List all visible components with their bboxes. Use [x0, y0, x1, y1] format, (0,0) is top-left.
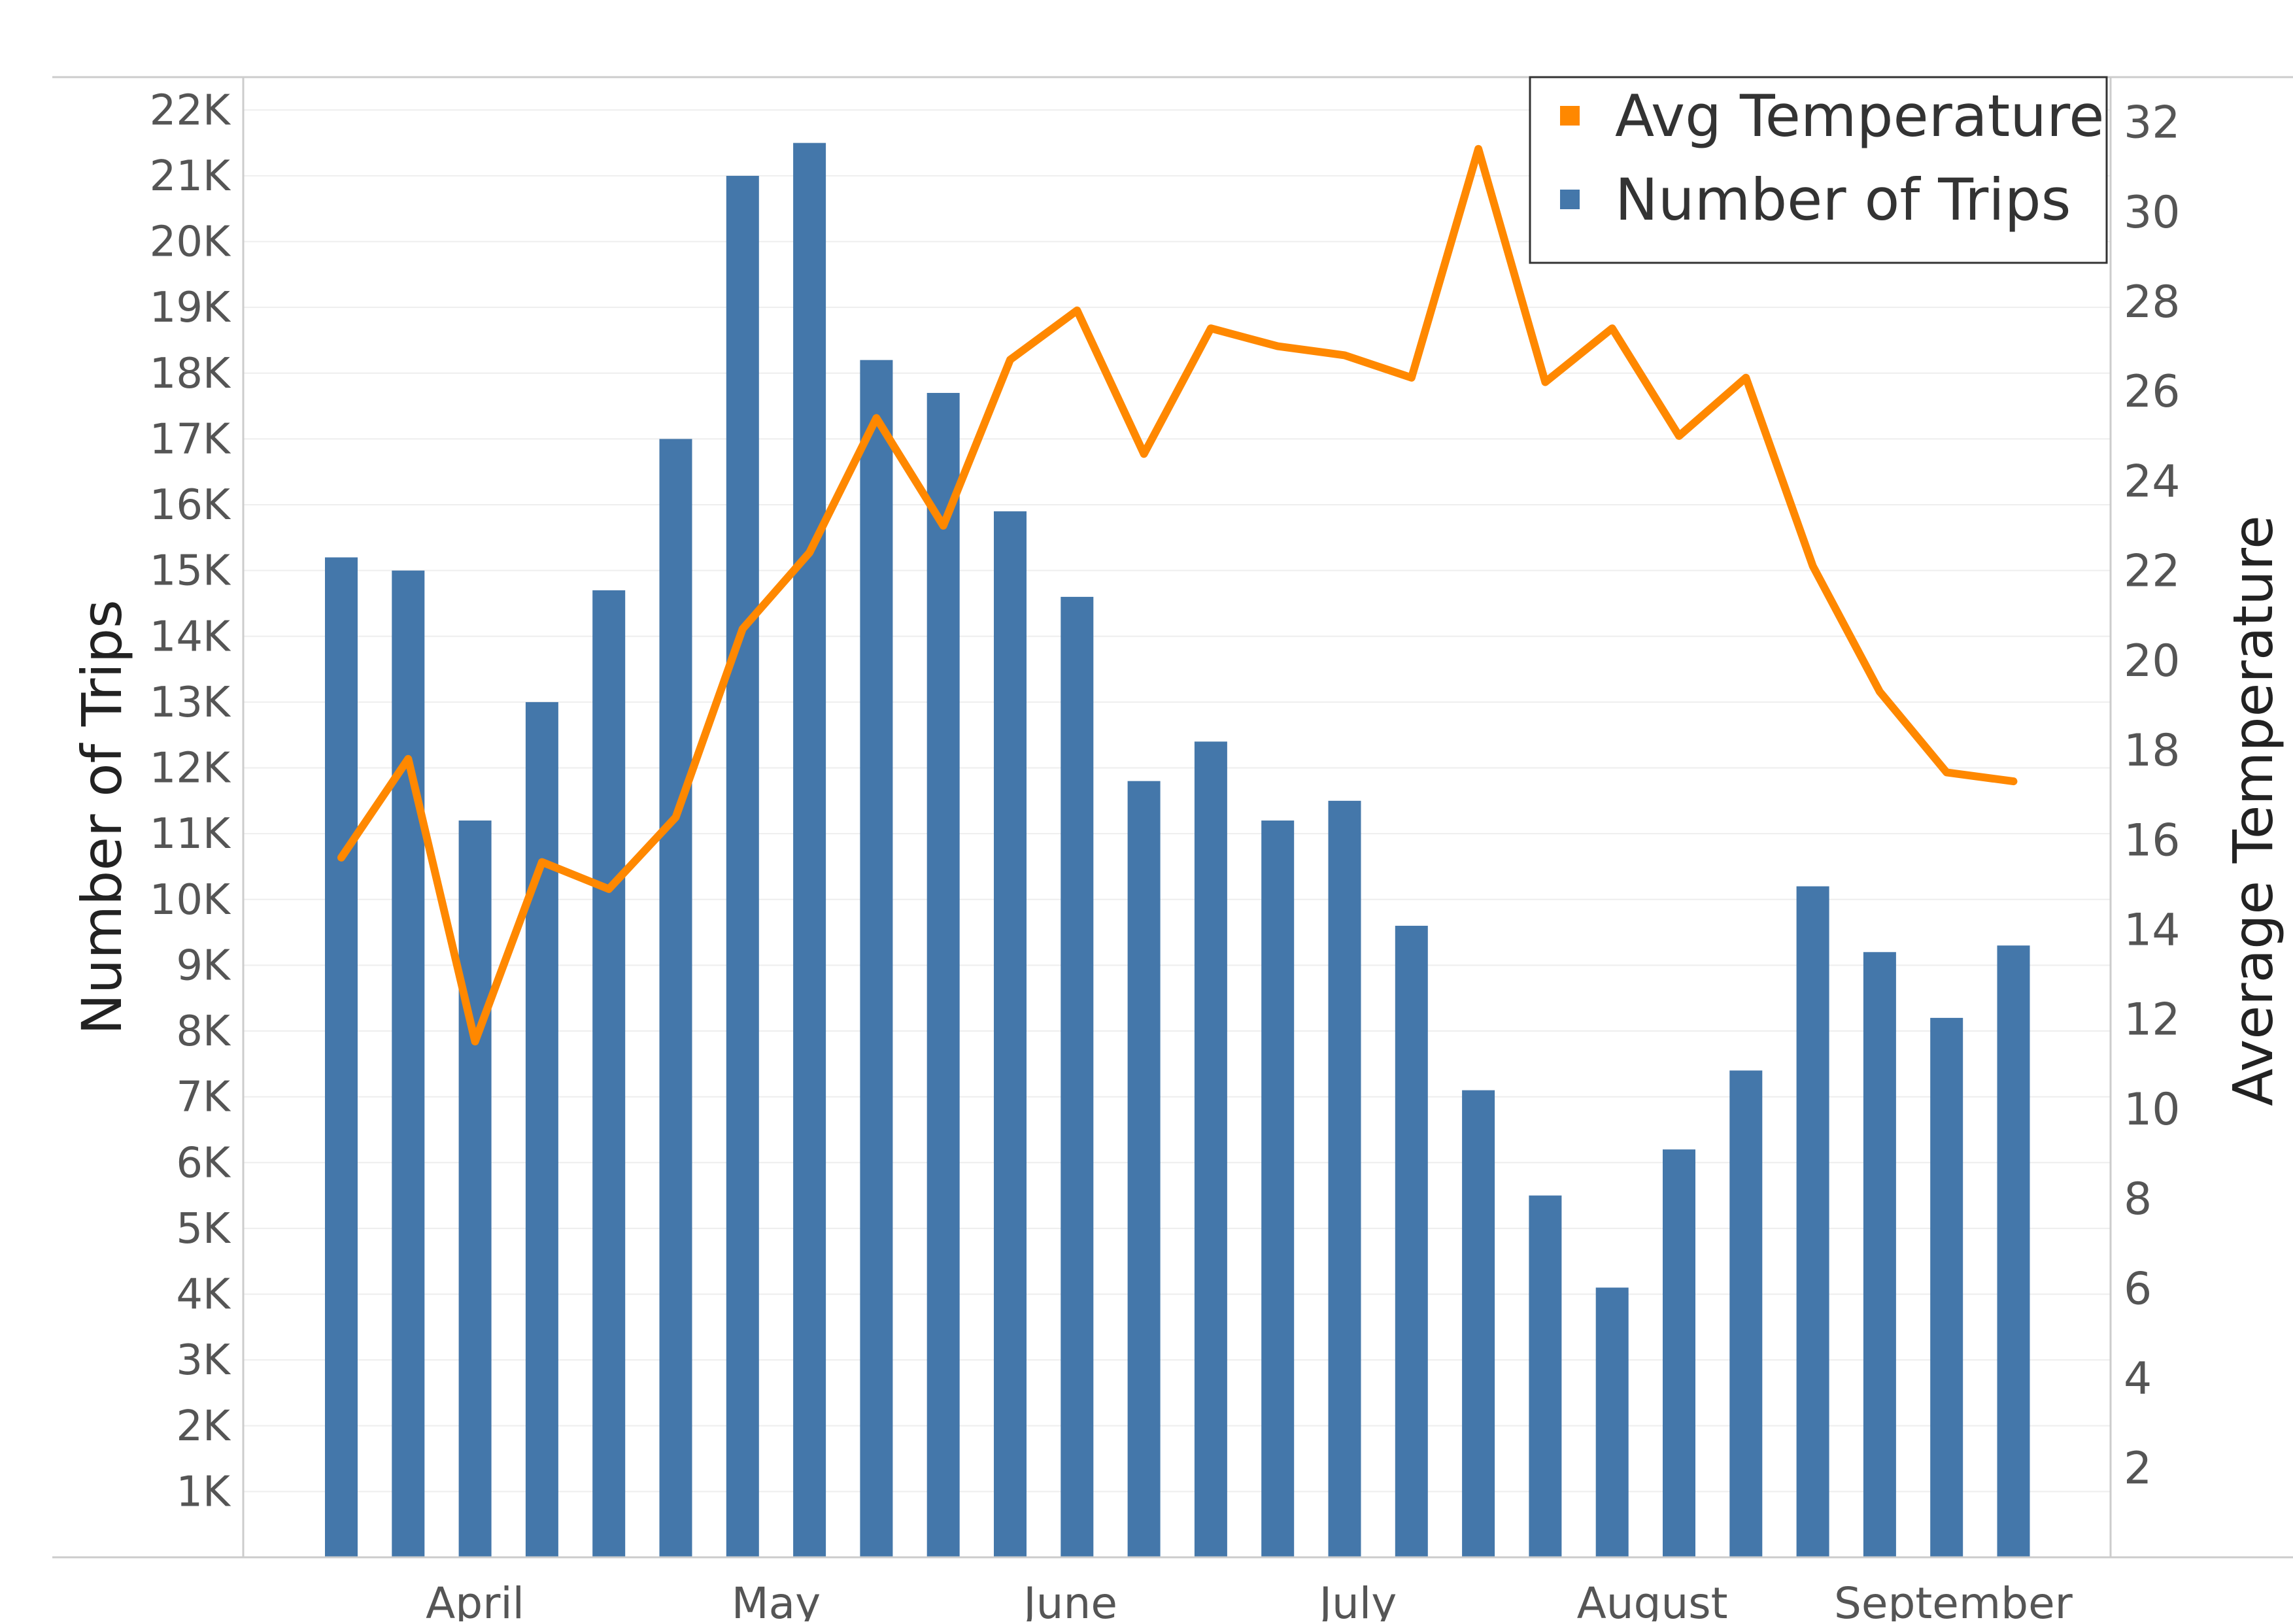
- line-series-avg-temperature: [341, 149, 2014, 1041]
- bar-number-of-trips: [860, 360, 892, 1557]
- legend: Avg Temperature Number of Trips: [1530, 77, 2107, 263]
- x-month-label: July: [1317, 1578, 1397, 1621]
- legend-swatch-avg-temperature: [1560, 106, 1580, 126]
- y-tick-label-right: 4: [2124, 1353, 2152, 1405]
- y-tick-label-left: 21K: [150, 152, 231, 201]
- y-tick-label-right: 10: [2124, 1084, 2181, 1136]
- y-tick-label-right: 8: [2124, 1174, 2152, 1225]
- bar-number-of-trips: [1596, 1287, 1629, 1557]
- y-tick-label-left: 11K: [150, 810, 231, 858]
- y-tick-label-right: 14: [2124, 905, 2181, 956]
- bar-number-of-trips: [1195, 741, 1227, 1557]
- y-tick-label-right: 30: [2124, 187, 2181, 239]
- bar-number-of-trips: [994, 511, 1027, 1557]
- y-tick-label-left: 22K: [150, 86, 231, 135]
- y-tick-label-left: 18K: [150, 350, 231, 398]
- y-tick-label-right: 6: [2124, 1263, 2152, 1315]
- y-tick-label-left: 19K: [150, 284, 231, 332]
- bar-number-of-trips: [1061, 597, 1093, 1557]
- y-tick-label-right: 26: [2124, 366, 2181, 418]
- bar-number-of-trips: [1663, 1149, 1695, 1557]
- y-tick-label-left: 10K: [150, 876, 231, 924]
- bar-number-of-trips: [526, 702, 558, 1557]
- y-tick-label-left: 7K: [176, 1074, 231, 1122]
- y-tick-label-right: 20: [2124, 635, 2181, 687]
- y-axis-left-title: Number of Trips: [70, 600, 134, 1035]
- gridlines: [243, 110, 2111, 1491]
- y-tick-label-left: 20K: [150, 218, 231, 267]
- bar-number-of-trips: [392, 571, 424, 1557]
- legend-label-avg-temperature: Avg Temperature: [1615, 82, 2104, 150]
- y-axis-right-title: Average Temperature: [2221, 515, 2285, 1106]
- bar-number-of-trips: [592, 590, 625, 1557]
- bar-number-of-trips: [1128, 781, 1161, 1557]
- bar-number-of-trips: [660, 439, 692, 1557]
- y-tick-label-left: 14K: [150, 613, 231, 661]
- bar-series-number-of-trips: [325, 143, 2030, 1557]
- x-month-label: June: [1021, 1578, 1117, 1621]
- line-avg-temperature: [341, 149, 2014, 1041]
- bar-number-of-trips: [1329, 801, 1361, 1557]
- bar-number-of-trips: [1529, 1196, 1561, 1557]
- x-month-label: April: [426, 1578, 524, 1621]
- y-tick-label-left: 3K: [176, 1336, 231, 1385]
- y-tick-label-right: 32: [2124, 97, 2181, 149]
- legend-label-number-of-trips: Number of Trips: [1615, 166, 2071, 233]
- bar-number-of-trips: [1462, 1091, 1495, 1557]
- x-month-label: May: [732, 1578, 821, 1621]
- y-tick-label-left: 16K: [150, 481, 231, 530]
- bar-number-of-trips: [793, 143, 826, 1557]
- bar-number-of-trips: [1729, 1070, 1762, 1557]
- y-tick-label-right: 2: [2124, 1443, 2152, 1495]
- y-tick-label-left: 4K: [176, 1271, 231, 1319]
- y-tick-label-left: 8K: [176, 1007, 231, 1056]
- bar-number-of-trips: [459, 820, 492, 1557]
- y-tick-label-left: 5K: [176, 1205, 231, 1253]
- x-month-label: August: [1577, 1578, 1728, 1621]
- x-month-label: September: [1834, 1578, 2073, 1621]
- bar-number-of-trips: [1261, 820, 1294, 1557]
- y-tick-label-left: 13K: [150, 679, 231, 727]
- y-tick-label-left: 6K: [176, 1139, 231, 1187]
- bar-number-of-trips: [726, 176, 759, 1557]
- bar-number-of-trips: [1930, 1018, 1963, 1557]
- y-tick-label-left: 15K: [150, 547, 231, 596]
- y-tick-label-right: 22: [2124, 546, 2181, 598]
- y-tick-label-left: 12K: [150, 745, 231, 793]
- bar-number-of-trips: [1797, 887, 1829, 1557]
- y-tick-label-right: 12: [2124, 994, 2181, 1046]
- y-tick-label-left: 17K: [150, 415, 231, 464]
- bar-number-of-trips: [927, 393, 960, 1557]
- y-tick-label-left: 1K: [176, 1468, 231, 1516]
- bar-number-of-trips: [1395, 926, 1428, 1557]
- y-tick-label-right: 28: [2124, 277, 2181, 328]
- y-tick-label-right: 18: [2124, 725, 2181, 777]
- legend-swatch-number-of-trips: [1560, 190, 1580, 209]
- y-tick-label-left: 2K: [176, 1402, 231, 1451]
- y-tick-label-right: 24: [2124, 456, 2181, 507]
- bar-number-of-trips: [1997, 945, 2030, 1557]
- y-tick-label-right: 16: [2124, 815, 2181, 866]
- bar-number-of-trips: [1863, 952, 1896, 1557]
- y-tick-label-left: 9K: [176, 941, 231, 990]
- bar-number-of-trips: [325, 558, 358, 1557]
